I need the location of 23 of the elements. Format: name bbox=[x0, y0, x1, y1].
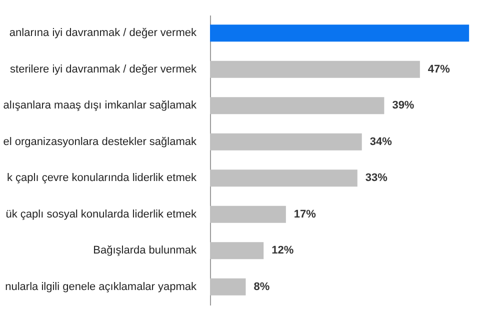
y-tick-label: alışanlara maaş dışı imkanlar sağlamak bbox=[3, 100, 197, 112]
y-tick-label: anlarına iyi davranmak / değer vermek bbox=[9, 27, 197, 40]
data-label: 33% bbox=[365, 172, 388, 184]
y-tick-label: nularla ilgili genele açıklamalar yapmak bbox=[5, 280, 197, 293]
data-label: 17% bbox=[294, 208, 316, 220]
y-tick-label: sterilere iyi davranmak / değer vermek bbox=[10, 63, 197, 76]
data-label: 47% bbox=[428, 63, 450, 76]
y-tick-label: ük çaplı sosyal konularda liderlik etmek bbox=[6, 208, 197, 220]
bar bbox=[210, 242, 264, 260]
bar bbox=[210, 97, 384, 114]
bar bbox=[210, 24, 470, 42]
y-tick-label: el organizasyonlara destekler sağlamak bbox=[3, 136, 197, 148]
bar bbox=[210, 278, 246, 296]
y-tick-label: Bağışlarda bulunmak bbox=[93, 244, 197, 257]
bar bbox=[210, 60, 420, 78]
bar bbox=[210, 206, 286, 223]
data-label: 8% bbox=[254, 280, 270, 293]
bar bbox=[210, 170, 358, 187]
y-tick-label: k çaplı çevre konularında liderlik etmek bbox=[6, 172, 197, 184]
bar bbox=[210, 133, 362, 150]
data-label: 39% bbox=[392, 100, 414, 112]
data-label: 12% bbox=[272, 244, 294, 257]
data-label: 34% bbox=[370, 136, 392, 148]
